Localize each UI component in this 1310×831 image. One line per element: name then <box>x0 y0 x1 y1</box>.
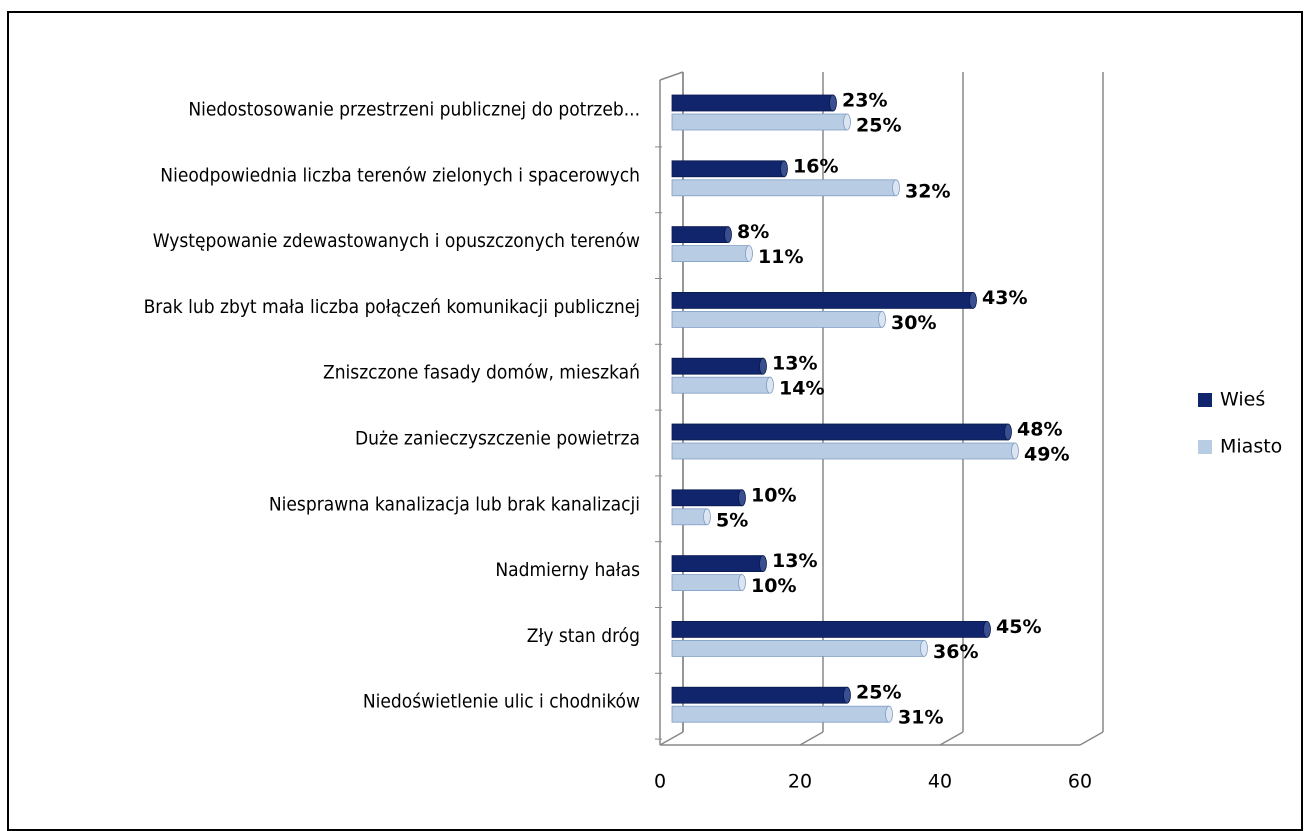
bar-cap <box>1004 423 1012 441</box>
data-label: 13% <box>772 550 817 572</box>
x-tick-label: 0 <box>654 771 666 793</box>
bar <box>671 555 764 572</box>
bar <box>671 291 974 309</box>
y-tick-label: Brak lub zbyt mała liczba połączeń komun… <box>144 296 640 318</box>
data-label: 8% <box>737 221 769 243</box>
legend-swatch <box>1198 440 1212 454</box>
data-label: 32% <box>905 180 950 202</box>
bar <box>671 310 883 328</box>
bar-cap <box>892 179 900 197</box>
data-label: 23% <box>842 90 887 112</box>
data-label: 5% <box>716 509 748 531</box>
bar <box>671 226 729 244</box>
data-label: 43% <box>982 287 1027 309</box>
data-label: 30% <box>891 312 936 334</box>
grid-line <box>939 731 964 746</box>
bar <box>671 113 848 131</box>
data-label: 45% <box>996 616 1041 638</box>
bar-cap <box>983 621 991 638</box>
bar-cap <box>969 291 977 309</box>
y-tick-label: Zły stan dróg <box>527 625 640 647</box>
data-label: 48% <box>1017 419 1062 441</box>
bar <box>671 508 708 526</box>
grid-line <box>659 731 684 746</box>
bar <box>671 442 1016 460</box>
bar <box>671 686 848 704</box>
grid-line <box>1079 731 1104 746</box>
bar-cap <box>878 310 886 328</box>
data-label: 49% <box>1024 444 1069 466</box>
y-tick-label: Niedostosowanie przestrzeni publicznej d… <box>188 99 640 121</box>
bar-cap <box>843 686 851 704</box>
axis-edge <box>659 71 684 81</box>
bar <box>671 179 897 197</box>
bar <box>671 94 834 112</box>
legend-swatch <box>1198 393 1212 407</box>
bar <box>671 357 764 375</box>
data-label: 25% <box>856 682 901 704</box>
data-label: 36% <box>933 641 978 663</box>
bar <box>671 621 988 638</box>
bar-cap <box>843 113 851 131</box>
bar <box>671 160 785 178</box>
y-tick-label: Duże zanieczyszczenie powietrza <box>355 428 640 450</box>
y-tick-label: Nadmierny hałas <box>495 559 640 581</box>
bar <box>671 245 750 263</box>
legend-label: Miasto <box>1220 436 1282 458</box>
bar <box>671 489 743 507</box>
data-label: 14% <box>779 378 824 400</box>
bar <box>671 705 890 723</box>
data-label: 25% <box>856 115 901 137</box>
y-tick-label: Zniszczone fasady domów, mieszkań <box>323 362 640 384</box>
data-label: 13% <box>772 353 817 375</box>
x-tick-label: 40 <box>928 771 952 793</box>
bar <box>671 376 771 394</box>
bar-cap <box>766 376 774 394</box>
bar-cap <box>885 705 893 723</box>
bar-cap <box>920 640 928 657</box>
data-label: 10% <box>751 575 796 597</box>
chart-frame <box>7 11 1303 831</box>
bar-cap <box>738 489 746 507</box>
bar-cap <box>829 94 837 112</box>
bar-cap <box>703 508 711 526</box>
data-label: 11% <box>758 246 803 268</box>
bar-cap <box>745 245 753 263</box>
bar-cap <box>780 160 788 178</box>
data-label: 16% <box>793 155 838 177</box>
bar-cap <box>738 574 746 591</box>
x-tick-label: 60 <box>1068 771 1092 793</box>
bar-cap <box>1011 442 1019 460</box>
legend-label: Wieś <box>1220 389 1265 411</box>
data-label: 31% <box>898 707 943 729</box>
bar <box>671 640 925 657</box>
data-label: 10% <box>751 484 796 506</box>
bar <box>671 423 1009 441</box>
bar-cap <box>759 357 767 375</box>
y-tick-label: Niesprawna kanalizacja lub brak kanaliza… <box>269 493 640 515</box>
bar <box>671 574 743 591</box>
y-tick-label: Występowanie zdewastowanych i opuszczony… <box>153 230 640 252</box>
x-tick-label: 20 <box>788 771 812 793</box>
grid-line <box>799 731 824 746</box>
y-tick-label: Niedoświetlenie ulic i chodników <box>363 691 640 713</box>
y-tick-label: Nieodpowiednia liczba terenów zielonych … <box>160 164 640 186</box>
bar-cap <box>759 555 767 572</box>
bar-cap <box>724 226 732 244</box>
